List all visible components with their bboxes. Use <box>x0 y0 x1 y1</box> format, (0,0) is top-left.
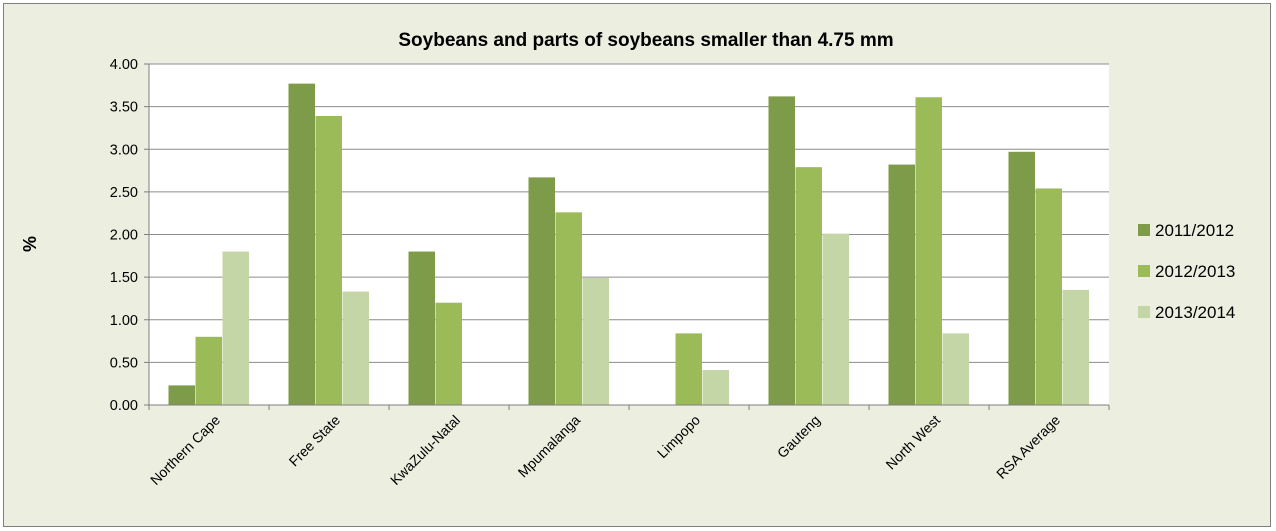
bar-2011-2012-mpumalanga <box>528 177 555 405</box>
legend-swatch <box>1138 306 1150 318</box>
bar-2013-2014-north-west <box>942 333 969 405</box>
y-tick-label: 0.00 <box>110 398 138 414</box>
bar-2013-2014-gauteng <box>822 233 849 405</box>
y-tick-label: 2.00 <box>110 228 138 244</box>
category-label: Free State <box>286 412 344 470</box>
category-label: RSA Average <box>993 412 1063 482</box>
y-axis-label: % <box>20 236 40 252</box>
category-labels: Northern Cape Free State KwaZulu-Natal Mpum… <box>147 412 1063 488</box>
legend-label: 2012/2013 <box>1155 262 1235 281</box>
bars <box>168 83 1089 406</box>
legend-swatch <box>1138 224 1150 236</box>
chart-title: Soybeans and parts of soybeans smaller t… <box>398 30 893 51</box>
bar-2013-2014-mpumalanga <box>582 277 609 405</box>
y-tick-label: 1.50 <box>110 270 138 286</box>
bar-2012-2013-gauteng <box>795 167 822 405</box>
y-tick-label: 3.50 <box>110 100 138 116</box>
bar-2012-2013-north-west <box>915 97 942 405</box>
category-label: KwaZulu-Natal <box>387 412 463 488</box>
bar-2013-2014-free-state <box>342 291 369 405</box>
bar-2012-2013-free-state <box>315 116 342 405</box>
y-tick-labels: 0.00 0.50 1.00 1.50 2.00 2.50 3.00 3.50 4.00 <box>110 57 149 414</box>
category-label: North West <box>882 412 943 473</box>
chart: Soybeans and parts of soybeans smaller t… <box>20 30 1235 488</box>
bar-2013-2014-limpopo <box>702 370 729 405</box>
category-label: Mpumalanga <box>515 412 584 481</box>
bar-2012-2013-limpopo <box>675 333 702 405</box>
bar-2011-2012-free-state <box>288 83 315 406</box>
bar-2012-2013-kwazulu-natal <box>435 302 462 405</box>
bar-2011-2012-northern-cape <box>168 385 195 405</box>
legend-label: 2013/2014 <box>1155 303 1235 322</box>
legend: 2011/2012 2012/2013 2013/2014 <box>1138 221 1235 322</box>
y-tick-label: 3.00 <box>110 142 138 158</box>
category-label: Limpopo <box>654 412 703 461</box>
bar-2013-2014-rsa-average <box>1062 289 1089 405</box>
legend-swatch <box>1138 265 1150 277</box>
bar-2012-2013-rsa-average <box>1035 188 1062 405</box>
bar-2013-2014-northern-cape <box>222 251 249 405</box>
category-label: Gauteng <box>774 412 823 461</box>
bar-2012-2013-mpumalanga <box>555 212 582 405</box>
bar-2011-2012-rsa-average <box>1008 151 1035 405</box>
y-tick-label: 1.00 <box>110 313 138 329</box>
y-tick-label: 4.00 <box>110 57 138 73</box>
category-label: Northern Cape <box>147 412 223 488</box>
legend-label: 2011/2012 <box>1155 221 1234 240</box>
bar-2011-2012-north-west <box>888 164 915 405</box>
bar-2011-2012-gauteng <box>768 96 795 406</box>
chart-frame: Soybeans and parts of soybeans smaller t… <box>3 3 1271 527</box>
y-tick-label: 0.50 <box>110 355 138 371</box>
bar-2012-2013-northern-cape <box>195 336 222 405</box>
y-tick-label: 2.50 <box>110 185 138 201</box>
bar-2011-2012-kwazulu-natal <box>408 251 435 405</box>
